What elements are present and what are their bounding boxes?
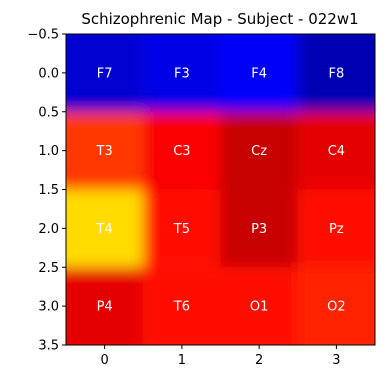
electrode-label-t6: T6 xyxy=(173,300,190,315)
y-tick-label: 1.0 xyxy=(38,144,59,159)
heatmap-cell-t4 xyxy=(66,189,144,268)
y-tick-label: −0.5 xyxy=(27,28,59,43)
x-tick-label: 3 xyxy=(332,353,340,368)
heatmap-cell-f4 xyxy=(220,34,298,112)
heatmap-cell-p4 xyxy=(66,267,144,345)
heatmap-cell-t3 xyxy=(66,111,144,190)
chart-title: Schizophrenic Map - Subject - 022w1 xyxy=(81,10,358,28)
electrode-label-t4: T4 xyxy=(96,222,113,237)
y-axis: −0.5 0.0 0.5 1.0 1.5 2.0 2.5 3.0 3.5 xyxy=(27,28,66,354)
electrode-label-f8: F8 xyxy=(329,66,345,81)
x-tick-label: 1 xyxy=(178,353,186,368)
y-tick-label: 2.5 xyxy=(38,261,59,276)
y-tick-label: 0.5 xyxy=(38,105,59,120)
electrode-label-p3: P3 xyxy=(251,222,267,237)
heatmap-cell-c3 xyxy=(143,111,221,190)
heatmap-cell-t6 xyxy=(143,267,221,345)
electrode-label-p4: P4 xyxy=(97,300,113,315)
electrode-label-f3: F3 xyxy=(174,66,190,81)
electrode-label-o2: O2 xyxy=(327,300,346,315)
electrode-labels: F7 F3 F4 F8 T3 C3 Cz C4 T4 T5 P3 Pz P4 T6 O1 O2 xyxy=(96,66,346,314)
heatmap-cell-pz xyxy=(297,189,375,268)
electrode-label-t5: T5 xyxy=(173,222,190,237)
heatmap-cell-c4 xyxy=(297,111,375,190)
heatmap-cell-p3 xyxy=(220,189,298,268)
x-tick-label: 2 xyxy=(255,353,263,368)
heatmap-cell-f7 xyxy=(66,34,144,112)
electrode-label-o1: O1 xyxy=(250,300,269,315)
electrode-label-c4: C4 xyxy=(328,144,345,159)
electrode-label-f4: F4 xyxy=(251,66,267,81)
electrode-label-c3: C3 xyxy=(173,144,190,159)
y-tick-label: 3.5 xyxy=(38,339,59,354)
y-tick-label: 3.0 xyxy=(38,300,59,315)
plot-area xyxy=(66,34,375,345)
y-tick-label: 2.0 xyxy=(38,222,59,237)
heatmap-cell-t5 xyxy=(143,189,221,268)
y-tick-label: 0.0 xyxy=(38,66,59,81)
electrode-label-f7: F7 xyxy=(97,66,113,81)
electrode-label-t3: T3 xyxy=(96,144,113,159)
heatmap-cell-o2 xyxy=(297,267,375,345)
electrode-label-cz: Cz xyxy=(251,144,267,159)
heatmap-cell-f3 xyxy=(143,34,221,112)
x-axis: 0 1 2 3 xyxy=(100,345,341,368)
heatmap-cell-o1 xyxy=(220,267,298,345)
y-tick-label: 1.5 xyxy=(38,183,59,198)
electrode-label-pz: Pz xyxy=(329,222,344,237)
x-tick-label: 0 xyxy=(100,353,108,368)
heatmap-cell-f8 xyxy=(297,34,375,112)
heatmap-cell-cz xyxy=(220,111,298,190)
